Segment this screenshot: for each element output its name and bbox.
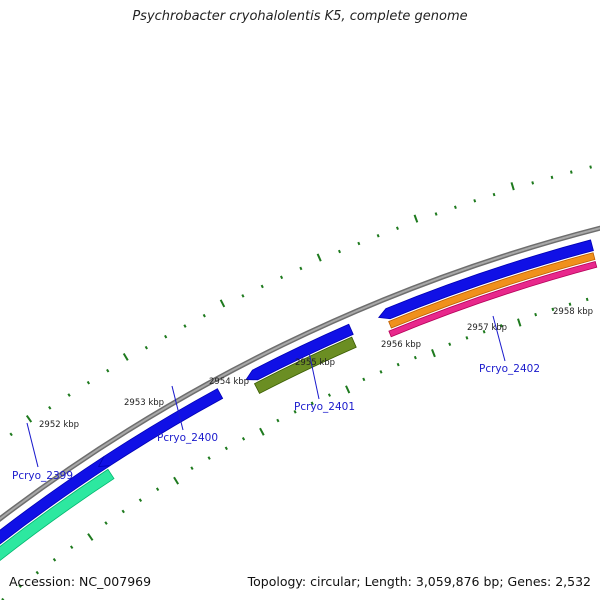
outer-tick bbox=[395, 226, 399, 230]
outer-tick bbox=[531, 181, 535, 185]
inner-tick bbox=[224, 446, 228, 451]
backbone-inner bbox=[0, 227, 600, 521]
outer-tick bbox=[453, 205, 457, 210]
inner-tick bbox=[87, 533, 94, 541]
feature-pcryo-2401-olive[interactable] bbox=[253, 336, 357, 394]
outer-tick bbox=[280, 275, 284, 280]
gene-label-pcryo-2401[interactable]: Pcryo_2401 bbox=[294, 401, 355, 413]
outer-tick-ring bbox=[9, 165, 592, 437]
outer-tick bbox=[183, 324, 187, 328]
inner-tick bbox=[499, 324, 503, 328]
inner-tick bbox=[379, 370, 383, 374]
inner-tick bbox=[241, 436, 246, 441]
inner-tick bbox=[18, 584, 22, 588]
outer-tick bbox=[316, 253, 322, 262]
inner-tick bbox=[517, 318, 522, 327]
outer-tick bbox=[48, 405, 52, 410]
accession-label: Accession: NC_007969 bbox=[9, 574, 152, 589]
outer-tick bbox=[569, 170, 573, 174]
inner-tick bbox=[448, 342, 452, 346]
feature-pcryo-2402-pink[interactable] bbox=[388, 260, 598, 338]
scale-label-2955: 2955 kbp bbox=[295, 358, 335, 368]
outer-tick bbox=[589, 165, 592, 169]
scale-label-2956: 2956 kbp bbox=[381, 340, 421, 350]
scale-label-2958: 2958 kbp bbox=[553, 307, 593, 317]
outer-tick bbox=[144, 345, 148, 350]
scale-labels: 2952 kbp 2953 kbp 2954 kbp 2955 kbp 2956… bbox=[39, 307, 593, 430]
inner-tick-ring bbox=[1, 297, 589, 600]
inner-tick bbox=[413, 355, 417, 360]
gene-leader-pcryo-2400 bbox=[171, 385, 184, 431]
feature-pcryo-2402-orange[interactable] bbox=[388, 252, 596, 329]
inner-tick bbox=[190, 466, 194, 470]
gene-label-pcryo-2402[interactable]: Pcryo_2402 bbox=[479, 363, 540, 375]
map-title: Psychrobacter cryohalolentis K5, complet… bbox=[132, 9, 468, 24]
scale-label-2953: 2953 kbp bbox=[124, 398, 164, 408]
inner-tick bbox=[52, 557, 57, 562]
inner-tick bbox=[276, 418, 280, 423]
inner-tick bbox=[396, 362, 400, 367]
outer-tick bbox=[86, 380, 91, 385]
inner-tick bbox=[362, 377, 366, 382]
inner-tick bbox=[551, 307, 555, 312]
inner-tick bbox=[482, 329, 486, 334]
outer-tick bbox=[106, 368, 110, 373]
gene-label-pcryo-2399[interactable]: Pcryo_2399 bbox=[12, 470, 73, 482]
inner-tick bbox=[155, 487, 160, 492]
feature-track bbox=[0, 239, 598, 565]
inner-tick bbox=[585, 297, 589, 302]
inner-tick bbox=[138, 498, 143, 502]
inner-tick bbox=[310, 401, 314, 406]
gene-label-pcryo-2400[interactable]: Pcryo_2400 bbox=[157, 432, 218, 444]
outer-tick bbox=[413, 214, 419, 223]
inner-tick bbox=[568, 302, 572, 306]
outer-tick bbox=[219, 299, 226, 308]
inner-tick bbox=[259, 427, 265, 436]
gene-labels: Pcryo_2399 Pcryo_2400 Pcryo_2401 Pcryo_2… bbox=[12, 315, 540, 482]
feature-pcryo-2399-teal[interactable] bbox=[0, 468, 115, 565]
genome-summary: Topology: circular; Length: 3,059,876 bp… bbox=[247, 574, 591, 589]
outer-tick bbox=[164, 334, 168, 339]
inner-tick bbox=[35, 570, 40, 575]
cds-feature-pcryo-2402-blue[interactable] bbox=[377, 239, 594, 320]
outer-tick bbox=[357, 241, 361, 246]
outer-tick bbox=[67, 393, 71, 397]
outer-tick bbox=[492, 192, 496, 197]
inner-tick bbox=[173, 476, 180, 485]
outer-tick bbox=[299, 266, 303, 271]
gene-leader-pcryo-2401 bbox=[308, 351, 320, 400]
outer-tick bbox=[122, 352, 129, 361]
gene-leader-pcryo-2402 bbox=[492, 315, 506, 362]
outer-tick bbox=[550, 175, 554, 180]
inner-tick bbox=[431, 349, 436, 358]
outer-tick bbox=[338, 249, 342, 254]
outer-tick bbox=[241, 294, 245, 298]
outer-tick bbox=[434, 212, 438, 216]
cds-feature-pcryo-2401-blue[interactable] bbox=[245, 323, 354, 381]
inner-tick bbox=[207, 456, 211, 460]
scale-label-2952: 2952 kbp bbox=[39, 420, 79, 430]
inner-tick bbox=[465, 336, 469, 340]
inner-tick bbox=[121, 509, 125, 514]
inner-tick bbox=[534, 312, 538, 317]
outer-tick bbox=[473, 199, 477, 203]
inner-tick bbox=[293, 410, 297, 414]
scale-label-2954: 2954 kbp bbox=[209, 377, 249, 387]
outer-tick bbox=[9, 432, 13, 437]
outer-tick bbox=[25, 414, 33, 423]
cds-feature-pcryo-2400[interactable] bbox=[97, 388, 224, 468]
genome-backbone bbox=[0, 225, 600, 523]
outer-tick bbox=[510, 182, 515, 191]
outer-tick bbox=[260, 284, 264, 289]
gene-leader-pcryo-2399 bbox=[26, 422, 39, 468]
inner-tick bbox=[104, 521, 108, 525]
inner-tick bbox=[69, 545, 74, 549]
inner-tick bbox=[345, 385, 351, 394]
outer-tick bbox=[376, 233, 380, 238]
scale-label-2957: 2957 kbp bbox=[467, 323, 507, 333]
outer-tick bbox=[202, 313, 206, 318]
inner-tick bbox=[327, 393, 331, 397]
